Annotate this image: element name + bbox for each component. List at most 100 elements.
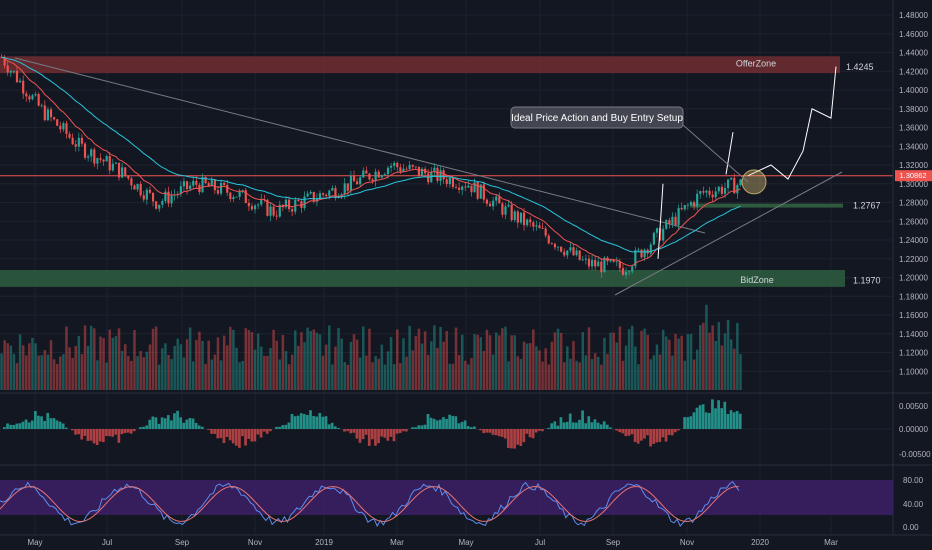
macd-bar: [584, 423, 588, 429]
candle-body: [390, 165, 393, 168]
macd-bar: [194, 422, 198, 429]
candle-body: [711, 194, 714, 198]
candle-body: [331, 187, 334, 191]
time-axis[interactable]: May Jul Sep Nov 2019 Mar May Jul Sep Nov 2020 Mar: [27, 538, 838, 547]
candle-body: [665, 220, 668, 229]
volume-bar: [312, 329, 316, 390]
candle-body: [683, 204, 686, 210]
candle-body: [643, 249, 646, 258]
macd-bar: [355, 429, 359, 439]
macd-bar: [108, 429, 111, 437]
candle-body: [12, 70, 15, 72]
volume-bar: [473, 334, 476, 390]
volume-bar: [584, 355, 588, 390]
candle-body: [201, 177, 204, 193]
macd-bar: [479, 429, 482, 431]
macd-bar: [61, 423, 65, 429]
offer-zone[interactable]: [0, 56, 840, 74]
candle-body: [226, 184, 229, 193]
volume-bar: [640, 330, 643, 390]
macd-bar: [500, 429, 504, 437]
volume-bar: [358, 357, 362, 390]
volume-bar: [532, 329, 535, 390]
candle-body: [451, 177, 455, 187]
macd-bar: [383, 429, 387, 438]
offer-zone-label: OfferZone: [736, 58, 776, 68]
macd-bar: [58, 421, 62, 429]
volume-bar: [720, 345, 724, 390]
macd-bar: [43, 420, 46, 429]
volume-bar: [127, 356, 130, 390]
volume-bar: [263, 355, 266, 390]
candle-body: [504, 206, 507, 215]
candle-body: [662, 228, 665, 241]
macd-bar: [3, 427, 6, 429]
trend-lines[interactable]: [14, 57, 843, 296]
candle-body: [615, 261, 618, 263]
volume-bar: [519, 359, 523, 390]
macd-axis: 0.00500 0.00000 -0.00500: [899, 402, 931, 459]
volume-bar: [433, 325, 436, 390]
candle-body: [454, 186, 458, 188]
macd-bar: [510, 429, 513, 449]
candle-body: [529, 219, 532, 223]
volume-bar: [460, 334, 464, 390]
callout[interactable]: Ideal Price Action and Buy Entry Setup: [510, 106, 749, 183]
volume-bar: [615, 342, 619, 390]
volume-bar: [618, 326, 622, 390]
volume-bar: [442, 341, 445, 390]
price-axis[interactable]: 1.48000 1.46000 1.44000 1.42000 1.40000 1.380…: [899, 11, 928, 376]
volume-bar: [661, 329, 665, 390]
volume-bar: [93, 328, 96, 390]
volume-bar: [593, 353, 597, 390]
macd-bar: [686, 417, 690, 429]
macd-bar: [714, 408, 717, 429]
volume-bar: [420, 343, 424, 390]
volume-bar: [439, 326, 442, 390]
volume-bar: [671, 355, 674, 390]
stochastic-tick-label: 0.00: [903, 523, 919, 532]
macd-bar: [377, 429, 380, 444]
candle-body: [96, 158, 99, 164]
candle-body: [603, 257, 606, 273]
volume-bar: [380, 344, 384, 390]
macd-bar: [265, 429, 269, 434]
macd-bar: [537, 429, 541, 431]
volume-bar: [204, 363, 207, 390]
macd-bar: [615, 429, 618, 431]
macd-bar: [253, 429, 257, 442]
candle-body: [269, 206, 272, 216]
volume-bar: [739, 354, 742, 390]
price-tick-label: 1.34000: [899, 142, 928, 151]
volume-bar: [18, 334, 22, 390]
macd-bar: [568, 413, 572, 429]
candle-body: [312, 191, 315, 202]
volume-bar: [148, 344, 152, 390]
macd-bar: [55, 420, 59, 429]
price-tick-label: 1.10000: [899, 367, 928, 376]
volume-bar: [151, 328, 155, 390]
projection-path[interactable]: [657, 66, 837, 259]
macd-bar: [256, 429, 260, 435]
volume-bar: [504, 326, 507, 390]
volume-bar: [114, 336, 118, 390]
candle-body: [396, 162, 399, 168]
macd-bar: [401, 429, 405, 432]
candle-body: [374, 171, 377, 182]
support-level-bar[interactable]: [690, 203, 843, 208]
candle-body: [590, 260, 594, 267]
candle-body: [417, 166, 421, 176]
bid-zone[interactable]: [0, 270, 845, 287]
volume-bar: [130, 360, 133, 390]
volume-bar: [62, 354, 65, 390]
volume-bar: [389, 337, 393, 390]
macd-bar: [241, 429, 244, 437]
macd-bar: [534, 429, 538, 433]
candle-body: [532, 222, 535, 227]
ascending-trend-line: [614, 171, 843, 296]
macd-bar: [123, 429, 127, 434]
macd-bar: [435, 420, 439, 429]
macd-bar: [414, 427, 417, 429]
candle-body: [229, 192, 232, 200]
